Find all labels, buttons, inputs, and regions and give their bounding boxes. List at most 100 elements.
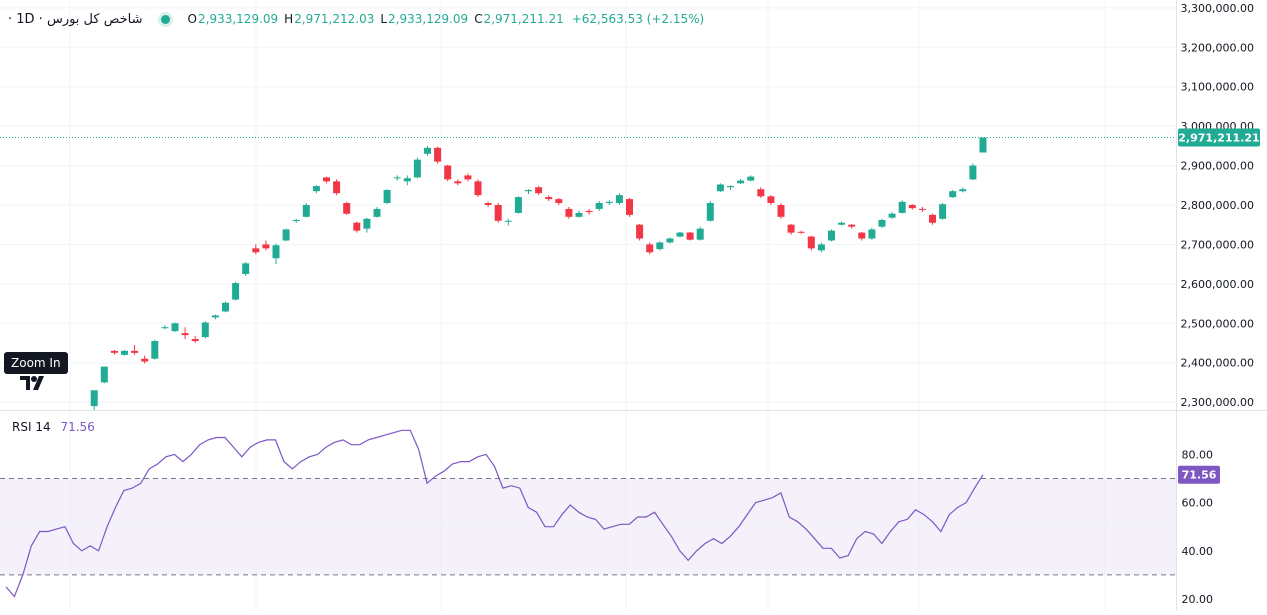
candle-down <box>626 199 633 215</box>
candle-up <box>878 219 886 227</box>
candle-down <box>252 248 260 253</box>
candle-up <box>373 208 381 217</box>
candle-up <box>282 229 290 241</box>
candle-up <box>868 229 876 239</box>
rsi-tick-label: 80.00 <box>1182 448 1214 461</box>
candle-down <box>686 232 694 240</box>
tradingview-logo-icon[interactable] <box>12 368 50 394</box>
open-label: O <box>187 12 197 26</box>
candle-down <box>323 177 330 182</box>
last-price-badge <box>1178 128 1260 147</box>
candle-up <box>575 212 583 217</box>
candle-down <box>131 350 139 353</box>
candle-up <box>232 283 240 300</box>
candle-up <box>525 190 532 192</box>
candle-up <box>595 203 603 209</box>
candle-down <box>353 222 361 231</box>
candle-down <box>191 339 199 342</box>
candle-down <box>787 224 795 233</box>
candle-down <box>918 208 926 210</box>
candle-down <box>343 203 351 214</box>
candle-up <box>817 244 825 251</box>
rsi-length: 14 <box>35 420 51 434</box>
rsi-legend[interactable]: RSI 14 71.56 <box>12 420 95 434</box>
candle-up <box>201 322 209 338</box>
candle-up <box>100 366 108 383</box>
candle-up <box>171 323 179 332</box>
candle-down <box>585 210 593 213</box>
candle-down <box>807 236 815 249</box>
close-label: C <box>474 12 483 26</box>
open-value: 2,933,129.09 <box>198 12 279 26</box>
candle-down <box>636 224 644 239</box>
candle-up <box>403 178 411 182</box>
candle-down <box>545 197 553 200</box>
rsi-line <box>5 429 984 598</box>
price-tick-label: 3,300,000.00 <box>1181 2 1254 15</box>
candle-down <box>181 333 189 336</box>
candle-up <box>504 220 512 222</box>
candle-down <box>434 147 442 162</box>
candle-up <box>383 190 391 204</box>
market-status-icon <box>160 14 170 24</box>
candle-up <box>424 147 431 154</box>
candle-up <box>706 203 714 221</box>
candle-up <box>302 205 310 217</box>
price-tick-label: 2,700,000.00 <box>1181 238 1254 251</box>
candle-up <box>959 189 967 192</box>
candle-up <box>211 315 219 318</box>
candle-up <box>979 137 987 153</box>
candle-down <box>929 214 936 223</box>
price-tick-label: 3,100,000.00 <box>1181 81 1254 94</box>
candle-up <box>939 204 947 219</box>
candle-up <box>727 186 734 188</box>
candle-up <box>393 177 401 179</box>
candle-up <box>666 238 674 243</box>
candle-down <box>454 181 462 184</box>
candle-down <box>474 181 482 196</box>
candle-down <box>797 231 805 233</box>
low-label: L <box>380 12 388 26</box>
candle-down <box>333 181 341 194</box>
candle-up <box>222 302 229 312</box>
price-tick-label: 2,600,000.00 <box>1181 278 1254 291</box>
price-tick-label: 2,400,000.00 <box>1181 357 1254 370</box>
symbol-legend: شاخص کل بورس · 1D · O 2,933,129.09 H 2,971… <box>8 9 704 29</box>
candle-up <box>888 213 896 218</box>
candle-down <box>464 175 472 180</box>
rsi-legend-value: 71.56 <box>60 420 95 434</box>
candle-up <box>272 245 280 259</box>
high-label: H <box>284 12 294 26</box>
candle-up <box>161 327 169 329</box>
candle-up <box>949 191 957 198</box>
candle-up <box>413 159 421 178</box>
candle-up <box>514 197 522 213</box>
candle-down <box>555 199 563 204</box>
candle-up <box>969 165 977 180</box>
candle-down <box>757 189 765 197</box>
candle-down <box>767 196 775 204</box>
candle-up <box>676 232 684 237</box>
candle-up <box>121 350 128 355</box>
candle-down <box>494 205 502 221</box>
high-value: 2,971,212.03 <box>294 12 375 26</box>
rsi-tick-label: 60.00 <box>1182 497 1214 510</box>
symbol-name[interactable]: شاخص کل بورس · 1D · <box>8 11 143 27</box>
candle-up <box>828 230 835 241</box>
price-tick-label: 2,900,000.00 <box>1181 160 1254 173</box>
rsi-value-badge <box>1178 465 1220 484</box>
candle-down <box>444 165 452 180</box>
candle-down <box>535 187 543 194</box>
candle-up <box>838 222 846 225</box>
rsi-title: RSI <box>12 420 32 434</box>
low-value: 2,933,129.09 <box>388 12 469 26</box>
last-price-label: 2,971,211.21 <box>1178 132 1259 145</box>
candle-down <box>484 203 492 205</box>
candle-up <box>363 218 371 229</box>
candle-down <box>262 244 270 249</box>
candle-down <box>141 358 149 362</box>
price-tick-label: 2,300,000.00 <box>1181 396 1254 409</box>
rsi-tick-label: 20.00 <box>1182 593 1214 606</box>
